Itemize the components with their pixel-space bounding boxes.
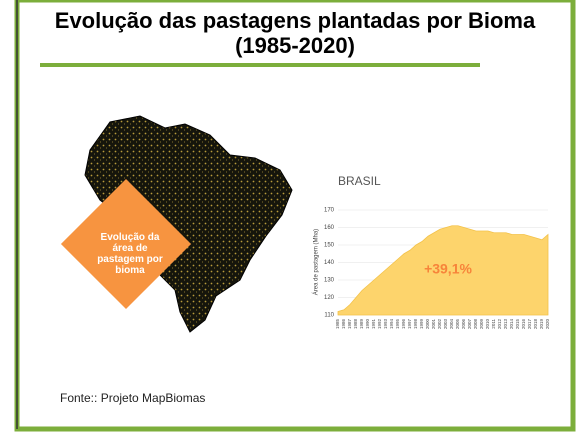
x-tick-label: 2017 bbox=[527, 319, 532, 330]
y-tick-label: 140 bbox=[324, 260, 335, 266]
x-tick-label: 2014 bbox=[509, 319, 514, 330]
x-tick-label: 2001 bbox=[431, 319, 436, 330]
x-tick-label: 1998 bbox=[413, 319, 418, 330]
x-tick-label: 1986 bbox=[341, 319, 346, 330]
x-tick-label: 2020 bbox=[545, 319, 550, 330]
x-tick-label: 2002 bbox=[437, 319, 442, 330]
x-tick-label: 2004 bbox=[449, 319, 454, 330]
x-tick-label: 1999 bbox=[419, 319, 424, 330]
x-tick-label: 2008 bbox=[473, 319, 478, 330]
y-tick-label: 150 bbox=[324, 243, 335, 249]
x-tick-label: 2009 bbox=[479, 319, 484, 330]
x-tick-label: 1996 bbox=[401, 319, 406, 330]
x-tick-label: 1991 bbox=[371, 319, 376, 330]
area bbox=[337, 225, 549, 316]
x-tick-label: 2007 bbox=[467, 319, 472, 330]
y-tick-label: 110 bbox=[324, 313, 334, 319]
chart-title: BRASIL bbox=[338, 174, 381, 188]
x-tick-label: 1992 bbox=[377, 319, 382, 330]
x-tick-label: 2011 bbox=[491, 319, 496, 329]
y-axis-label: Área de pastagem (Mha) bbox=[313, 229, 320, 295]
slide-title: Evolução das pastagens plantadas por Bio… bbox=[54, 8, 536, 58]
x-tick-label: 2012 bbox=[497, 319, 502, 330]
x-tick-label: 2003 bbox=[443, 319, 448, 330]
x-tick-label: 2019 bbox=[539, 319, 544, 330]
x-tick-label: 2018 bbox=[533, 319, 538, 330]
x-tick-label: 1987 bbox=[347, 319, 352, 330]
x-tick-label: 2000 bbox=[425, 319, 430, 330]
x-tick-label: 1985 bbox=[335, 319, 340, 330]
x-tick-label: 2010 bbox=[485, 319, 490, 330]
badge-box: Evolução da área de pastagem por bioma bbox=[97, 232, 163, 276]
x-tick-label: 1994 bbox=[389, 319, 394, 330]
annotation: +39,1% bbox=[424, 261, 472, 277]
x-tick-label: 2006 bbox=[461, 319, 466, 330]
y-tick-label: 130 bbox=[324, 278, 335, 284]
y-tick-label: 160 bbox=[324, 225, 335, 231]
badge-text: Evolução da área de pastagem por bioma bbox=[97, 232, 163, 276]
x-tick-label: 2015 bbox=[515, 319, 520, 330]
x-tick-label: 1993 bbox=[383, 319, 388, 330]
x-tick-label: 1997 bbox=[407, 319, 412, 330]
x-tick-label: 2016 bbox=[521, 319, 526, 330]
x-tick-label: 1995 bbox=[395, 319, 400, 330]
badge-diamond bbox=[60, 178, 192, 310]
x-tick-label: 1988 bbox=[353, 319, 358, 330]
y-tick-label: 120 bbox=[324, 295, 335, 301]
x-tick-label: 2013 bbox=[503, 319, 508, 330]
x-tick-label: 1990 bbox=[365, 319, 370, 330]
x-tick-label: 1989 bbox=[359, 319, 364, 330]
y-tick-label: 170 bbox=[324, 208, 335, 214]
x-tick-label: 2005 bbox=[455, 319, 460, 330]
title-box: Evolução das pastagens plantadas por Bio… bbox=[54, 8, 536, 58]
source: Fonte:: Projeto MapBiomas bbox=[60, 391, 205, 405]
